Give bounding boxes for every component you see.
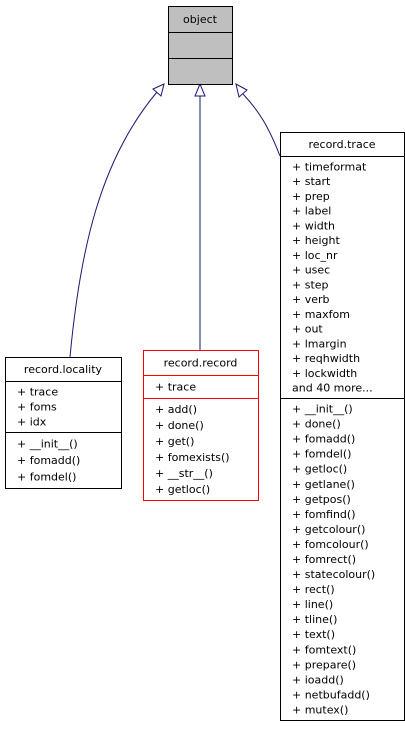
attribute: + idx <box>17 416 47 429</box>
attribute: + trace <box>17 386 58 399</box>
attribute: + lmargin <box>292 337 347 350</box>
attribute: + label <box>292 205 331 218</box>
arrowhead <box>235 83 248 98</box>
attribute: + start <box>292 175 331 188</box>
method: + add() <box>155 403 197 416</box>
attribute: + lockwidth <box>292 367 357 380</box>
attribute: + prep <box>292 190 330 203</box>
class-name: object <box>183 13 218 26</box>
method: + mutex() <box>292 703 348 716</box>
arrowhead <box>152 83 165 97</box>
method: + getcolour() <box>292 523 365 536</box>
inheritance-edge <box>242 93 281 157</box>
method: + fomdel() <box>17 471 76 484</box>
attribute: + maxfom <box>292 308 350 321</box>
attribute: + usec <box>292 264 330 277</box>
arrowhead <box>194 82 206 97</box>
method: + fomadd() <box>292 433 355 446</box>
method: + fomdel() <box>292 448 351 461</box>
attribute: + foms <box>17 401 57 414</box>
method: + done() <box>292 418 341 431</box>
attribute: and 40 more... <box>292 382 373 395</box>
method: + fomrect() <box>292 553 356 566</box>
method: + __str__() <box>155 467 213 480</box>
attribute: + step <box>292 278 329 291</box>
arrowheads <box>152 82 248 98</box>
class-name: record.locality <box>24 363 103 376</box>
method: + netbufadd() <box>292 688 370 701</box>
method: + fomfind() <box>292 508 356 521</box>
attribute: + height <box>292 234 340 247</box>
method: + fomexists() <box>155 451 230 464</box>
method: + fomadd() <box>17 454 80 467</box>
attribute: + reqhwidth <box>292 352 360 365</box>
attribute: + verb <box>292 293 330 306</box>
method: + __init__() <box>292 403 353 416</box>
attribute: + out <box>292 323 323 336</box>
inheritance-edge <box>69 91 158 358</box>
method: + rect() <box>292 583 335 596</box>
method: + __init__() <box>17 437 78 450</box>
attribute: + trace <box>155 381 196 394</box>
method: + fomcolour() <box>292 538 369 551</box>
method: + getloc() <box>292 463 347 476</box>
method: + tline() <box>292 613 337 626</box>
class-box <box>5 357 122 489</box>
method: + getpos() <box>292 493 351 506</box>
method: + fomtext() <box>292 643 356 656</box>
class-box <box>168 6 233 85</box>
class-name: record.trace <box>308 138 375 151</box>
class-name: record.record <box>164 357 238 370</box>
method: + get() <box>155 435 194 448</box>
method: + getlane() <box>292 478 355 491</box>
method: + text() <box>292 628 335 641</box>
attribute: + loc_nr <box>292 249 338 262</box>
method: + ioadd() <box>292 673 344 686</box>
attribute: + width <box>292 219 335 232</box>
method: + getloc() <box>155 483 210 496</box>
method: + done() <box>155 419 204 432</box>
attribute: + timeformat <box>292 160 367 173</box>
method: + line() <box>292 598 333 611</box>
class-box <box>280 132 405 721</box>
method: + statecolour() <box>292 568 375 581</box>
method: + prepare() <box>292 658 356 671</box>
edges <box>69 91 281 358</box>
